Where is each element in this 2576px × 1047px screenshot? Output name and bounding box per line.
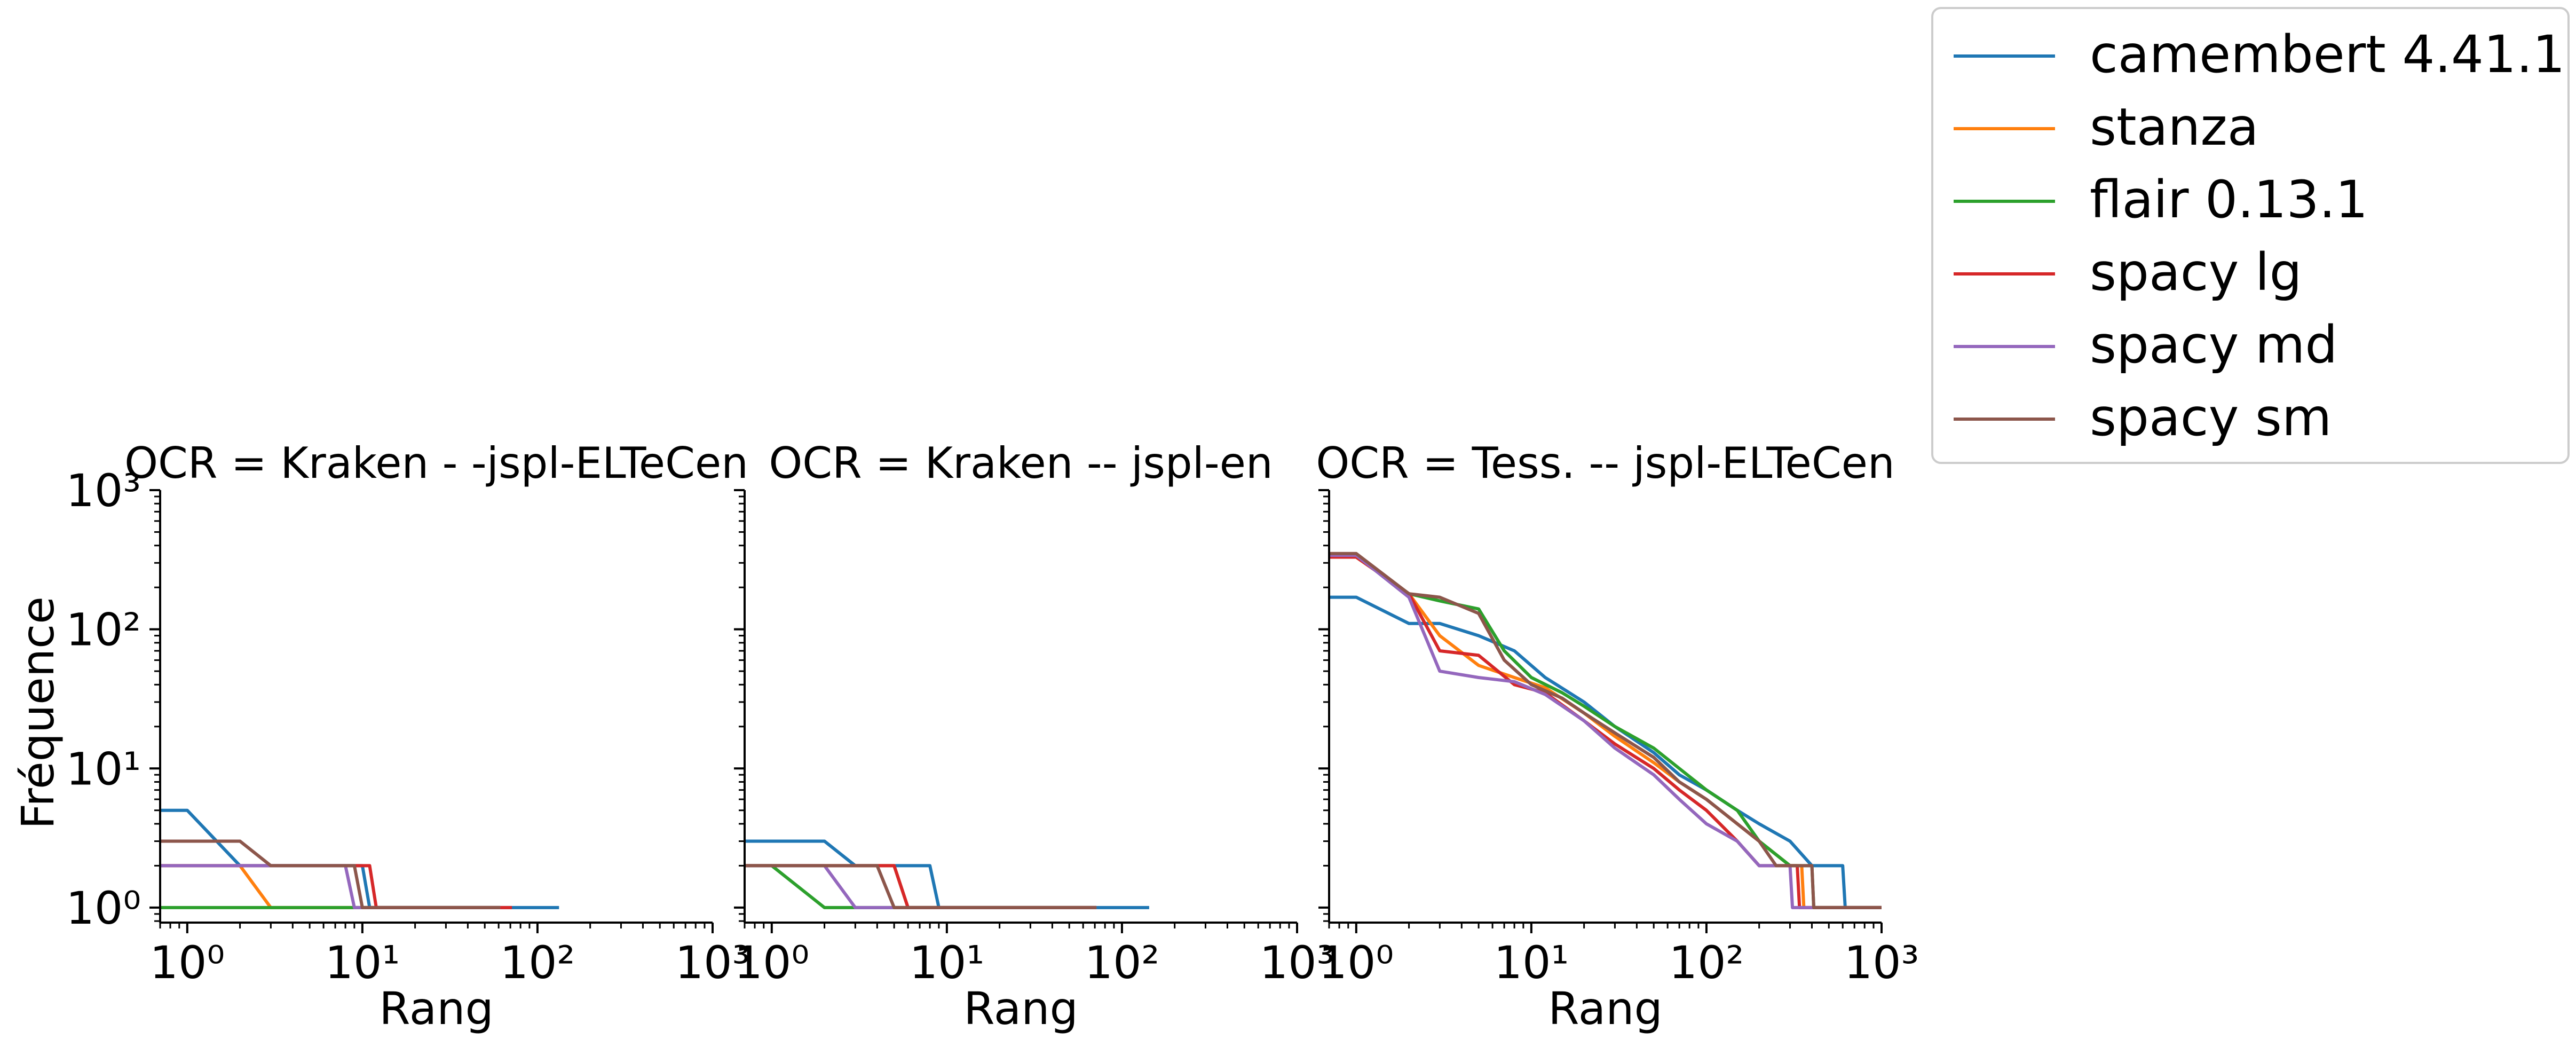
legend-label: spacy sm xyxy=(2090,388,2332,447)
series-line-camembert-4-41-1 xyxy=(1329,595,1882,909)
y-tick-label: 10² xyxy=(66,604,141,656)
legend-label: spacy lg xyxy=(2090,242,2302,302)
series-line-stanza xyxy=(1329,555,1882,909)
series-group xyxy=(1329,552,1882,909)
series-line-camembert-4-41-1 xyxy=(745,839,1149,909)
y-tick-label: 10⁰ xyxy=(66,882,141,934)
series-group xyxy=(160,808,559,909)
x-tick-label: 10³ xyxy=(675,936,750,989)
series-group xyxy=(745,839,1149,909)
series-line-spacy-sm xyxy=(160,839,501,909)
legend-items: camembert 4.41.1 stanza flair 0.13.1 spacy … xyxy=(1954,25,2565,447)
series-line-spacy-md xyxy=(160,864,501,909)
series-line-spacy-lg xyxy=(1329,555,1882,909)
series-line-spacy-lg xyxy=(160,864,512,909)
panel-title: OCR = Tess. -- jspl-ELTeCen xyxy=(1316,438,1894,488)
legend-item: spacy sm xyxy=(1954,388,2332,447)
x-axis-label: Rang xyxy=(379,982,494,1035)
legend: camembert 4.41.1 stanza flair 0.13.1 spacy … xyxy=(1931,7,2570,464)
x-tick-label: 10³ xyxy=(1844,936,1919,989)
x-tick-label: 10⁰ xyxy=(150,936,225,989)
x-tick-label: 10⁰ xyxy=(734,936,810,989)
series-line-spacy-sm xyxy=(1329,552,1882,909)
y-axis-label: Fréquence xyxy=(12,596,64,829)
x-tick-label: 10¹ xyxy=(1494,936,1569,989)
y-tick-label: 10³ xyxy=(66,465,141,517)
legend-label: camembert 4.41.1 xyxy=(2090,25,2565,84)
legend-item: camembert 4.41.1 xyxy=(1954,25,2565,84)
x-tick-label: 10² xyxy=(1085,936,1160,989)
panel-title: OCR = Kraken - -jspl-ELTeCen xyxy=(124,438,748,488)
series-line-spacy-md xyxy=(1329,554,1882,909)
panel-3: 10⁰ 10¹ 10² 10³ OCR = Tess. -- jspl-ELTeCen R… xyxy=(1316,438,1919,1035)
x-tick-label: 10⁰ xyxy=(1319,936,1394,989)
legend-item: spacy md xyxy=(1954,315,2337,375)
x-tick-label: 10¹ xyxy=(910,936,985,989)
legend-item: spacy lg xyxy=(1954,242,2302,302)
legend-label: stanza xyxy=(2090,97,2259,157)
x-axis-label: Rang xyxy=(1548,982,1663,1035)
legend-label: flair 0.13.1 xyxy=(2090,170,2368,230)
series-line-flair-0-13-1 xyxy=(745,864,1097,909)
legend-frame xyxy=(1931,7,2570,464)
legend-label: spacy md xyxy=(2090,315,2337,375)
x-tick-label: 10² xyxy=(1669,936,1744,989)
x-tick-label: 10² xyxy=(500,936,575,989)
panel-2: 10⁰ 10¹ 10² 10³ OCR = Kraken -- jspl-en Rang xyxy=(734,438,1334,1035)
x-tick-label: 10³ xyxy=(1260,936,1335,989)
series-line-spacy-sm xyxy=(745,864,1097,909)
legend-item: stanza xyxy=(1954,97,2259,157)
panel-title: OCR = Kraken -- jspl-en xyxy=(769,438,1273,488)
x-axis-label: Rang xyxy=(963,982,1078,1035)
legend-item: flair 0.13.1 xyxy=(1954,170,2368,230)
series-line-stanza xyxy=(160,864,501,909)
x-tick-label: 10¹ xyxy=(325,936,400,989)
y-tick-label: 10¹ xyxy=(66,743,141,795)
